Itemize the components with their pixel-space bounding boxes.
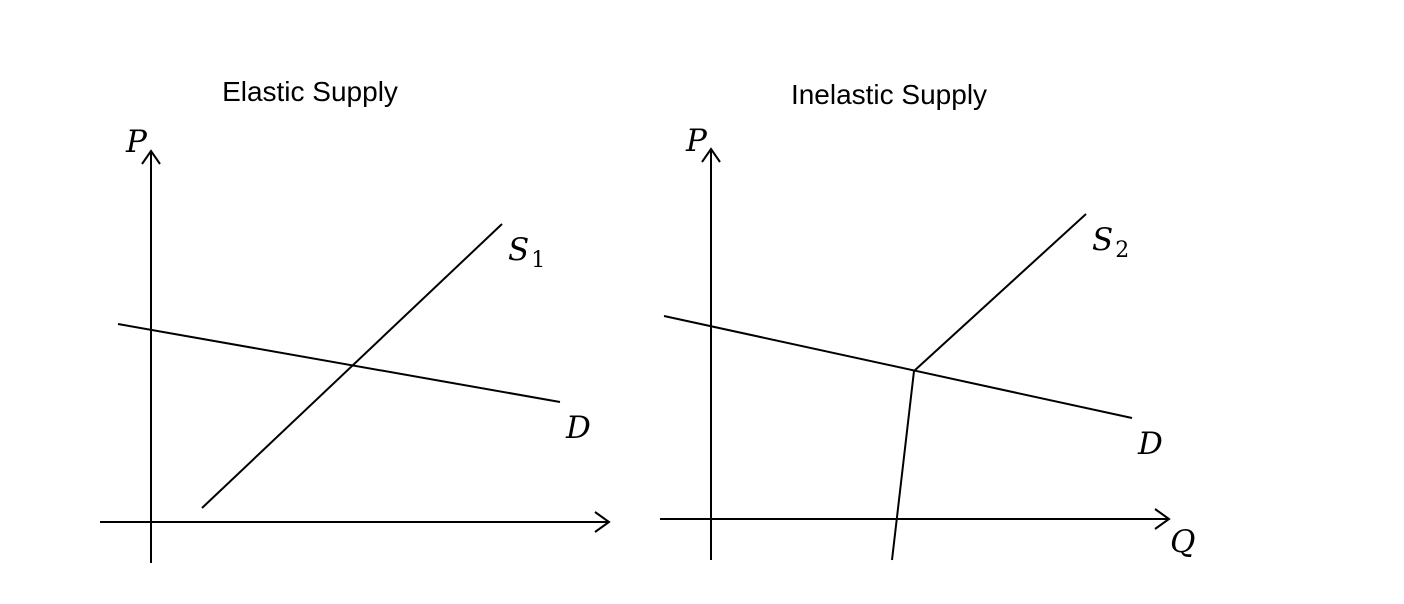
right-x-axis-label: Q [1170, 524, 1195, 560]
inelastic-supply-title: Inelastic Supply [791, 79, 987, 110]
right-demand-curve [663, 315, 1133, 419]
elastic-supply-label: S1 [508, 232, 545, 273]
right-y-axis-label: P [685, 123, 708, 159]
elastic-supply-panel: Elastic Supply P D S1 [100, 76, 611, 563]
elastic-supply-title: Elastic Supply [222, 76, 398, 107]
left-x-axis-arrowhead [594, 511, 611, 533]
left-demand-label: D [565, 410, 591, 446]
left-y-axis-label: P [125, 124, 148, 160]
elastic-supply-curve [201, 223, 503, 509]
right-x-axis-arrowhead [1154, 508, 1171, 530]
inelastic-supply-curve [891, 213, 1087, 561]
right-y-axis-arrowhead [701, 147, 721, 163]
supply-label-letter: S [1092, 222, 1113, 258]
supply-label-letter: S [508, 232, 529, 268]
left-demand-curve [117, 323, 561, 403]
right-demand-label: D [1137, 426, 1163, 462]
inelastic-supply-label: S2 [1092, 222, 1129, 263]
left-y-axis-arrowhead [141, 149, 161, 165]
supply-label-subscript: 1 [531, 248, 545, 273]
inelastic-supply-panel: Inelastic Supply P Q D S2 [660, 79, 1195, 561]
supply-label-subscript: 2 [1115, 238, 1129, 263]
